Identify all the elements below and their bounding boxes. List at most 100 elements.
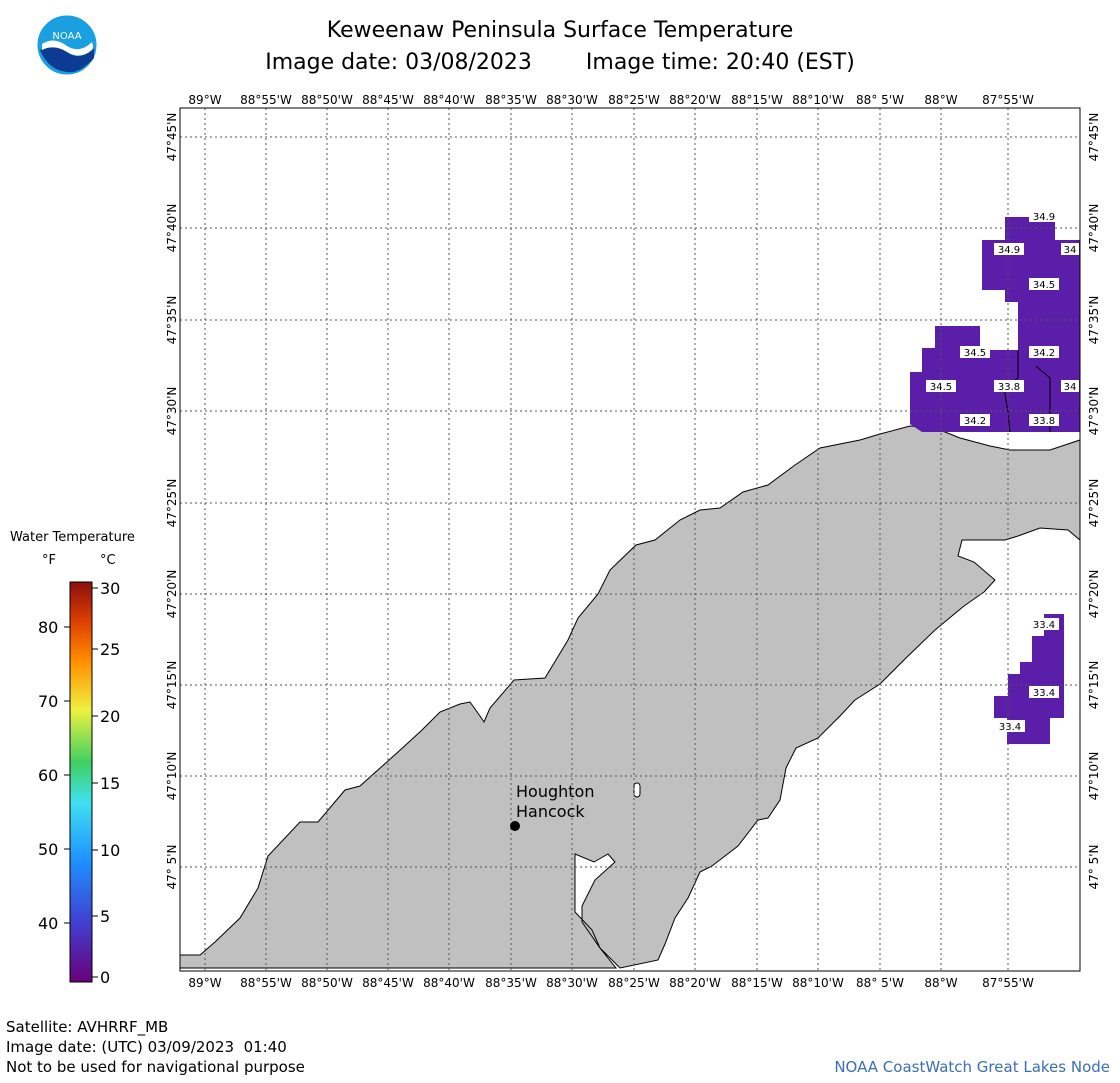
- legend-tick-c: 20: [100, 707, 120, 726]
- temperature-labels: 34.9 34.9 34 34.5 34.5 34.2 34.5 33.8 34 34.2 33.8…: [926, 210, 1079, 733]
- lat-label-right: 47°20'N: [1087, 570, 1101, 619]
- lat-label-right: 47°25'N: [1087, 479, 1101, 528]
- lon-label-top: 87°55'W: [982, 93, 1034, 107]
- lat-label-left: 47°40'N: [165, 204, 179, 253]
- legend-unit-c: °C: [100, 553, 116, 568]
- lon-label-bottom: 88°15'W: [731, 976, 783, 990]
- lat-label-left: 47° 5'N: [165, 845, 179, 890]
- temperature-value: 34.9: [1029, 210, 1059, 223]
- lon-label-bottom: 88°35'W: [485, 976, 537, 990]
- lat-label-left: 47°15'N: [165, 661, 179, 710]
- svg-text:34.5: 34.5: [964, 348, 986, 359]
- lon-label-top: 88°40'W: [423, 93, 475, 107]
- lon-label-bottom: 88°10'W: [792, 976, 844, 990]
- lat-labels-left: 47°45'N 47°40'N 47°35'N 47°30'N 47°25'N 47°20…: [165, 113, 179, 890]
- image-date: Image date: 03/08/2023: [265, 50, 532, 75]
- lon-label-bottom: 88°55'W: [240, 976, 292, 990]
- lon-label-top: 88° 5'W: [856, 93, 904, 107]
- legend-unit-f: °F: [42, 553, 56, 568]
- temperature-value: 34: [1061, 243, 1079, 256]
- lon-label-top: 88°45'W: [362, 93, 414, 107]
- temperature-value: 33.4: [1029, 618, 1059, 631]
- temperature-value: 33.4: [995, 720, 1025, 733]
- lon-label-top: 88°30'W: [546, 93, 598, 107]
- lat-label-left: 47°30'N: [165, 387, 179, 436]
- svg-text:33.8: 33.8: [1033, 416, 1055, 427]
- lat-label-right: 47°30'N: [1087, 387, 1101, 436]
- lon-label-top: 88°20'W: [669, 93, 721, 107]
- graticule: [180, 108, 1080, 971]
- lon-labels-bottom: 89°W 88°55'W 88°50'W 88°45'W 88°40'W 88°35'W 8…: [188, 976, 1034, 990]
- lon-label-bottom: 88° 5'W: [856, 976, 904, 990]
- lon-label-top: 88°15'W: [731, 93, 783, 107]
- map-title: Keweenaw Peninsula Surface Temperature: [326, 18, 794, 43]
- lat-label-right: 47°15'N: [1087, 661, 1101, 710]
- temperature-patches: [910, 217, 1080, 744]
- lon-label-bottom: 87°55'W: [982, 976, 1034, 990]
- svg-text:34.5: 34.5: [1033, 280, 1055, 291]
- svg-text:33.8: 33.8: [998, 382, 1020, 393]
- lon-label-top: 88°35'W: [485, 93, 537, 107]
- lat-label-right: 47°45'N: [1087, 113, 1101, 162]
- small-island: [633, 782, 641, 798]
- keweenaw-land: [179, 425, 1081, 969]
- lat-label-left: 47°25'N: [165, 479, 179, 528]
- color-scale-bar: [69, 581, 93, 983]
- temperature-value: 33.8: [994, 380, 1024, 393]
- lon-label-bottom: 88°30'W: [546, 976, 598, 990]
- legend-tick-f: 70: [38, 692, 58, 711]
- temperature-value: 34.5: [926, 380, 956, 393]
- lat-labels-right: 47°45'N 47°40'N 47°35'N 47°30'N 47°25'N 47°20…: [1087, 113, 1101, 890]
- svg-text:34.9: 34.9: [998, 245, 1020, 256]
- legend-tick-f: 40: [38, 914, 58, 933]
- svg-text:34.5: 34.5: [930, 382, 952, 393]
- legend-tick-c: 30: [100, 579, 120, 598]
- temperature-value: 34.2: [1029, 346, 1059, 359]
- image-date-line: Image date: 03/08/2023 Image time: 20:40…: [0, 50, 1120, 75]
- lat-label-right: 47°10'N: [1087, 752, 1101, 801]
- legend-tick-c: 15: [100, 774, 120, 793]
- lon-label-top: 88°W: [924, 93, 957, 107]
- legend-tick-f: 50: [38, 840, 58, 859]
- svg-text:34.9: 34.9: [1033, 212, 1055, 223]
- lon-label-top: 88°55'W: [240, 93, 292, 107]
- svg-text:34: 34: [1064, 245, 1077, 256]
- lon-label-bottom: 89°W: [188, 976, 221, 990]
- city-marker: [510, 821, 520, 831]
- legend-tick-c: 10: [100, 841, 120, 860]
- svg-text:NOAA: NOAA: [52, 31, 81, 42]
- lon-label-bottom: 88°40'W: [423, 976, 475, 990]
- svg-text:33.4: 33.4: [1033, 688, 1055, 699]
- lon-label-top: 88°25'W: [608, 93, 660, 107]
- lon-label-bottom: 88°W: [924, 976, 957, 990]
- lon-label-bottom: 88°45'W: [362, 976, 414, 990]
- temperature-value: 34.2: [960, 414, 990, 427]
- satellite-text: Satellite: AVHRRF_MB: [6, 1018, 169, 1036]
- legend-tick-c: 0: [100, 968, 110, 987]
- temperature-value: 33.8: [1029, 414, 1059, 427]
- legend-tick-c: 5: [100, 907, 110, 926]
- navigation-warning: Not to be used for navigational purpose: [6, 1058, 305, 1076]
- map-frame: [179, 107, 1081, 972]
- temperature-value: 33.4: [1029, 686, 1059, 699]
- noaa-logo-icon: NOAA: [36, 14, 98, 76]
- svg-text:34.2: 34.2: [964, 416, 986, 427]
- svg-text:34.2: 34.2: [1033, 348, 1055, 359]
- lon-label-bottom: 88°50'W: [301, 976, 353, 990]
- lon-label-bottom: 88°20'W: [669, 976, 721, 990]
- lon-label-bottom: 88°25'W: [608, 976, 660, 990]
- lat-label-right: 47°40'N: [1087, 204, 1101, 253]
- temperature-value: 34.9: [994, 243, 1024, 256]
- temperature-value: 34.5: [1029, 278, 1059, 291]
- temperature-value: 34.5: [960, 346, 990, 359]
- lon-labels-top: 89°W 88°55'W 88°50'W 88°45'W 88°40'W 88°35'W 8…: [188, 93, 1034, 107]
- lon-label-top: 89°W: [188, 93, 221, 107]
- city-label-houghton: Houghton: [516, 782, 594, 801]
- lon-label-top: 88°50'W: [301, 93, 353, 107]
- legend-title: Water Temperature: [10, 530, 135, 545]
- lat-label-right: 47° 5'N: [1087, 845, 1101, 890]
- credit-text: NOAA CoastWatch Great Lakes Node: [834, 1058, 1110, 1076]
- lat-label-left: 47°20'N: [165, 570, 179, 619]
